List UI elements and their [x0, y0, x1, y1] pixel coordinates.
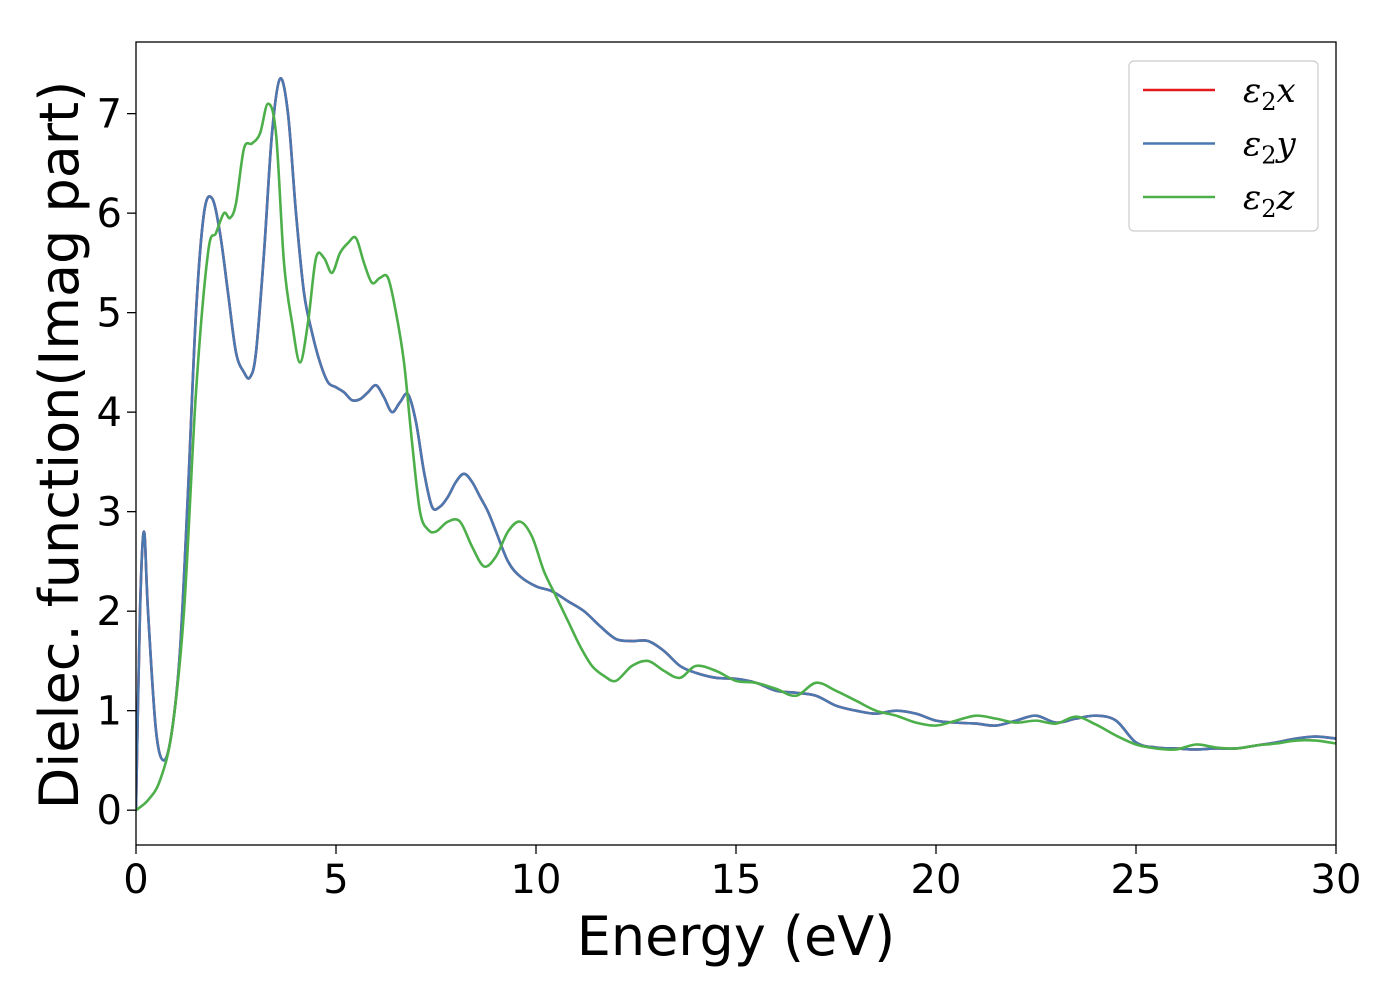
x-tick-label: 0 [123, 857, 148, 903]
x-tick-label: 10 [511, 857, 562, 903]
y-tick-label: 1 [97, 689, 122, 735]
x-tick-label: 20 [911, 857, 962, 903]
x-axis-label: Energy (eV) [577, 905, 896, 968]
legend: ε2x ε2y ε2z [1128, 60, 1319, 232]
legend-label-y: ε2y [1243, 125, 1297, 170]
series-layer [136, 77, 1336, 812]
y-tick-label: 6 [97, 191, 122, 237]
series-line-z [136, 102, 1336, 812]
y-tick-label: 7 [97, 92, 122, 138]
legend-label-x: ε2x [1243, 71, 1296, 116]
x-tick-label: 25 [1111, 857, 1162, 903]
y-tick-label: 3 [97, 490, 122, 536]
x-tick-label: 5 [323, 857, 348, 903]
series-line-y [136, 77, 1336, 812]
x-axis-ticks: 0 5 10 15 20 25 30 [123, 845, 1361, 903]
y-tick-label: 2 [97, 589, 122, 635]
y-tick-label: 0 [97, 788, 122, 834]
legend-label-z: ε2z [1243, 178, 1296, 223]
x-tick-label: 15 [711, 857, 762, 903]
y-tick-label: 5 [97, 291, 122, 337]
legend-frame [1128, 60, 1319, 232]
y-axis-label: Dielec. function(Imag part) [28, 81, 91, 810]
y-tick-label: 4 [97, 390, 122, 436]
x-tick-label: 30 [1311, 857, 1362, 903]
y-axis-ticks: 0 1 2 3 4 5 6 7 [97, 92, 136, 834]
